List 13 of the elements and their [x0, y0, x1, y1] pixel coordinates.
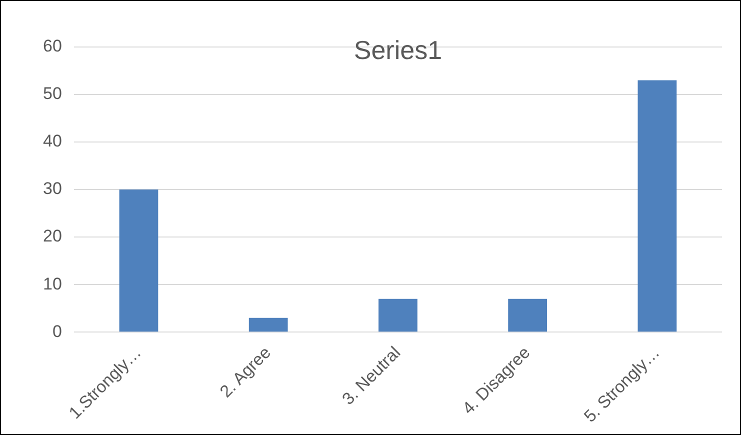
bar [638, 80, 677, 332]
y-tick-label: 50 [42, 84, 62, 104]
y-tick-label: 40 [42, 132, 62, 151]
y-tick-label: 0 [52, 322, 62, 341]
bar [378, 298, 418, 332]
bar [508, 298, 548, 332]
y-tick-label: 60 [42, 36, 62, 56]
bar [119, 190, 158, 332]
chart-title: Series1 [354, 35, 442, 66]
y-tick-label: 20 [42, 226, 62, 246]
y-tick-label: 30 [42, 179, 62, 198]
y-tick-label: 10 [42, 274, 62, 294]
bar [248, 318, 288, 332]
